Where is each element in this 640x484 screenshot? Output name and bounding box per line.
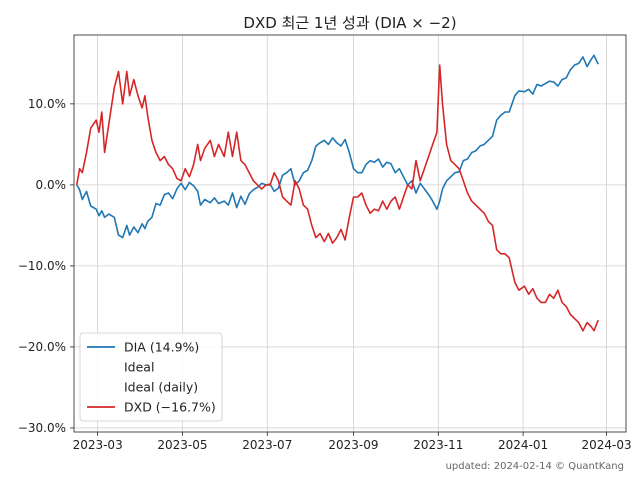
x-tick-label: 2023-05 [157, 438, 207, 452]
series-line-dia [76, 54, 599, 239]
x-tick-label: 2023-07 [242, 438, 292, 452]
y-tick-label: −10.0% [18, 259, 66, 273]
y-tick-label: 10.0% [28, 97, 66, 111]
series-line-dxd [76, 64, 599, 332]
x-tick-label: 2024-03 [581, 438, 631, 452]
grid [74, 35, 626, 432]
y-tick-label: −30.0% [18, 421, 66, 435]
legend-label: Ideal [124, 360, 154, 375]
legend: DIA (14.9%) Ideal Ideal (daily) DXD (−16.7%… [79, 332, 223, 422]
y-tick-label: 0.0% [36, 178, 67, 192]
x-tick-label: 2023-03 [73, 438, 123, 452]
plot-frame [73, 34, 627, 433]
legend-label: DXD (−16.7%) [124, 400, 216, 415]
legend-label: DIA (14.9%) [124, 340, 199, 355]
x-tick-label: 2024-01 [498, 438, 548, 452]
footer-note: updated: 2024-02-14 © QuantKang [446, 461, 624, 472]
y-tick-label: −20.0% [18, 340, 66, 354]
series-lines [76, 54, 599, 332]
legend-box [79, 332, 223, 422]
legend-label: Ideal (daily) [124, 380, 198, 395]
axes: 2023-03 2023-05 2023-07 2023-09 2023-11 2024-… [18, 97, 632, 452]
x-tick-label: 2023-09 [328, 438, 378, 452]
x-tick-label: 2023-11 [413, 438, 463, 452]
chart-title: DXD 최근 1년 성과 (DIA × −2) [243, 14, 456, 32]
